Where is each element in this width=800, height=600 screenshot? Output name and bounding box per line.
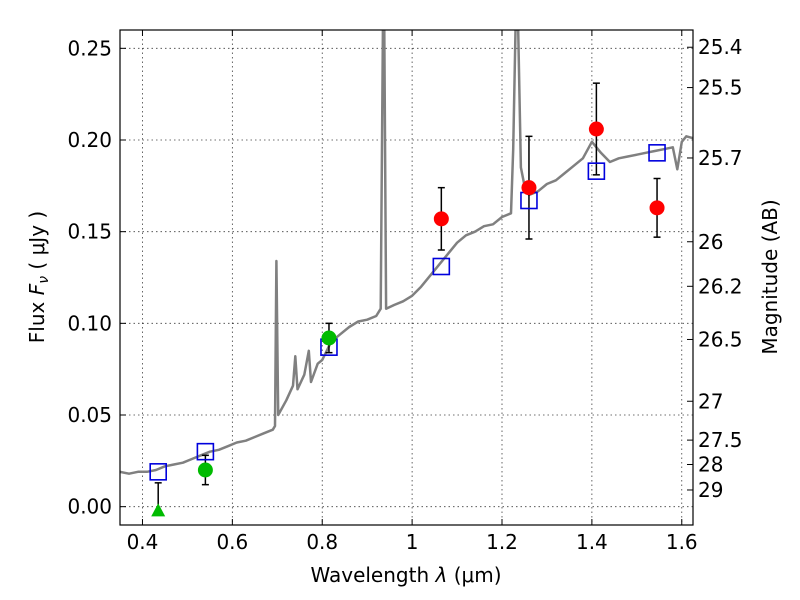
upper-limit-marker [151,503,166,517]
x-tick-label: 1 [406,530,419,554]
magnitude-tick-label: 25.7 [698,146,743,170]
magnitude-tick-label: 27 [698,389,723,413]
axis-ticks: 0.4 0.6 0.8 1 1.2 1.4 1.6 0.00 0.05 0.10 0.15 0.20 0… [67,30,743,554]
observed-flux-point [521,180,537,196]
observed-flux-point [197,462,213,478]
model-photometry-square [587,162,606,180]
magnitude-tick-label: 26.5 [698,327,743,351]
right-axis-title: Magnitude (AB) [758,199,782,354]
x-tick-label: 0.4 [127,530,159,554]
y-tick-label: 0.05 [67,403,112,427]
magnitude-tick-label: 27.5 [698,428,743,452]
y-tick-label: 0.25 [67,36,112,60]
x-axis-title: Wavelength λ (μm) [310,563,501,587]
x-tick-label: 1.2 [486,530,518,554]
model-spectrum-line [120,30,693,475]
magnitude-tick-label: 26 [698,230,723,254]
model-photometry-square [196,442,215,461]
observed-flux-point [321,330,337,346]
x-tick-label: 1.6 [666,530,698,554]
magnitude-tick-label: 25.4 [698,35,743,59]
plot-frame [119,29,694,526]
grid [120,30,693,525]
magnitude-tick-label: 29 [698,478,723,502]
observed-flux-point [649,200,665,216]
y-tick-label: 0.00 [67,495,112,519]
x-tick-label: 0.6 [216,530,248,554]
y-axis-title: Flux Fν ( μJy ) [25,211,52,343]
plot-area [120,30,693,517]
model-photometry-square [648,144,666,162]
magnitude-tick-label: 25.5 [698,76,743,100]
model-photometry-square [149,463,167,481]
x-tick-label: 1.4 [576,530,608,554]
y-tick-label: 0.10 [67,311,112,335]
y-tick-label: 0.15 [67,220,112,244]
x-tick-label: 0.8 [306,530,338,554]
y-tick-label: 0.20 [67,128,112,152]
model-photometry-square [432,257,451,276]
observed-flux-point [588,121,604,137]
magnitude-tick-label: 28 [698,453,723,477]
magnitude-tick-label: 26.2 [698,274,743,298]
observed-flux-point [433,211,449,227]
